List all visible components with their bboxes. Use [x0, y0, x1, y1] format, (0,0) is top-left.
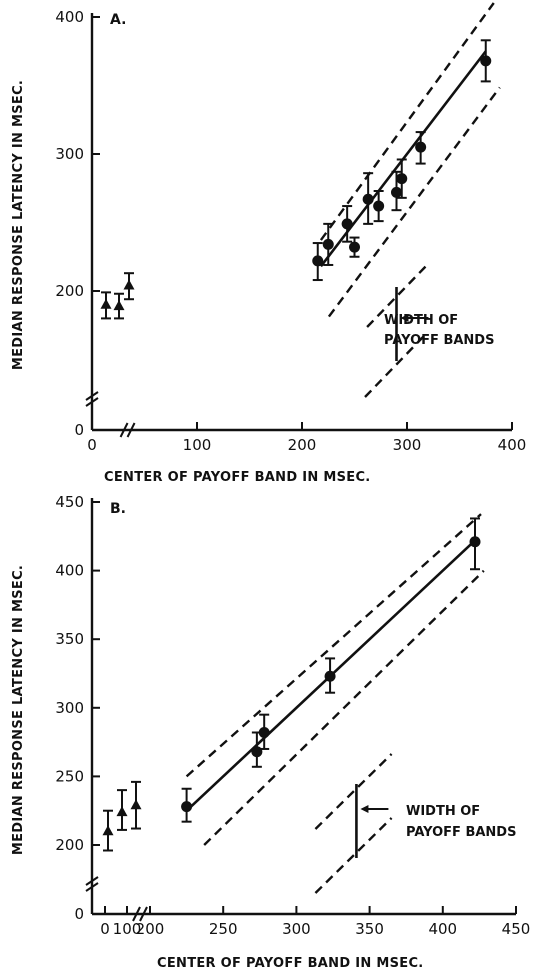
panel-a-data-point [396, 173, 408, 185]
panel-b-x-break-b [139, 906, 148, 922]
panel-a-ytick-label: 400 [55, 8, 84, 26]
panel-b-y-break-a [85, 876, 99, 886]
panel-b-ytick-label: 400 [55, 562, 84, 580]
panel-a-control-point [113, 300, 125, 311]
panel-b-x-break-a [132, 906, 141, 922]
panel-b-band-lower [203, 569, 485, 846]
panel-b-arrow-head [360, 805, 369, 813]
panel-a-xtick-label: 200 [288, 436, 317, 454]
panel-a-data-point [349, 241, 360, 253]
panel-a-x-break-b [126, 422, 136, 438]
panel-b-ytick-label: 300 [55, 699, 84, 717]
panel-a-data-point [312, 255, 324, 267]
panel-a-annotation-line-2: PAYOFF BANDS [384, 333, 494, 348]
panel-b: B. MEDIAN RESPONSE LATENCY IN MSEC. CENT… [11, 493, 530, 971]
panel-a-band-lower [327, 86, 501, 318]
panel-b-xtick-label: 400 [428, 920, 457, 938]
panel-b-xtick-label: 250 [209, 920, 238, 938]
panel-b-xlabel: CENTER OF PAYOFF BAND IN MSEC. [157, 956, 424, 971]
panel-b-xtick-label: 200 [136, 920, 165, 938]
panel-a-annotation-line-1: WIDTH OF [384, 313, 458, 328]
panel-a-band-upper [319, 2, 495, 241]
panel-b-ytick-label: 250 [55, 767, 84, 785]
panel-b-y-break-b [85, 882, 99, 892]
panel-a-xlabel: CENTER OF PAYOFF BAND IN MSEC. [104, 470, 371, 485]
panel-a-xtick-label: 100 [183, 436, 212, 454]
panel-b-example-band-upper [314, 753, 393, 830]
panel-b-annotation-line-2: PAYOFF BANDS [406, 825, 516, 840]
panel-a-data-point [415, 141, 427, 153]
panel-b-xtick-label: 350 [355, 920, 384, 938]
panel-b-band-upper [185, 513, 482, 778]
panel-b-annotation-line-1: WIDTH OF [406, 804, 480, 819]
panel-b-data-point [181, 801, 193, 813]
panel-a-band-width-annotation: WIDTH OF PAYOFF BANDS [384, 313, 494, 348]
panel-b-label: B. [110, 501, 126, 517]
panel-a-ytick-label: 0 [74, 421, 84, 439]
panel-a-y-break-b [85, 397, 99, 407]
panel-a-xtick-label: 0 [87, 436, 97, 454]
panel-b-xtick-label: 300 [282, 920, 311, 938]
panel-b-control-point [102, 825, 114, 836]
panel-a-x-break-a [119, 422, 129, 438]
panel-a-control-point [123, 279, 135, 290]
panel-b-ytick-label: 450 [55, 493, 84, 511]
panel-a: A. MEDIAN RESPONSE LATENCY IN MSEC. CENT… [11, 2, 527, 485]
panel-b-ytick-label: 200 [55, 836, 84, 854]
panel-a-xtick-label: 300 [393, 436, 422, 454]
panel-b-band-width-annotation: WIDTH OF PAYOFF BANDS [406, 804, 516, 840]
panel-b-xtick-label: 450 [502, 920, 531, 938]
panel-a-control-point [100, 298, 112, 309]
panel-a-data-point [341, 218, 353, 230]
panel-b-xtick-label: 0 [100, 920, 110, 938]
panel-b-data-point [251, 746, 263, 758]
panel-b-example-band-lower [314, 817, 393, 894]
panel-b-control-point [130, 799, 142, 810]
panel-b-ytick-label: 350 [55, 630, 84, 648]
panel-b-ylabel: MEDIAN RESPONSE LATENCY IN MSEC. [11, 565, 26, 855]
panel-a-label: A. [110, 12, 126, 28]
panel-a-y-break-a [85, 391, 99, 401]
panel-a-ytick-label: 300 [55, 145, 84, 163]
panel-b-data-point [258, 726, 270, 738]
panel-b-data-point [469, 536, 481, 548]
panel-a-ytick-label: 200 [55, 282, 84, 300]
panel-a-data-point [373, 200, 385, 212]
panel-a-xtick-label: 400 [498, 436, 527, 454]
panel-a-data-point [480, 55, 492, 67]
panel-a-ylabel: MEDIAN RESPONSE LATENCY IN MSEC. [11, 80, 26, 370]
panel-b-xtick-label: 100 [113, 920, 142, 938]
panel-b-control-point [116, 806, 128, 817]
panel-a-data-point [391, 186, 402, 198]
panel-b-data-point [324, 670, 336, 682]
panel-a-arrow-head [400, 314, 409, 322]
panel-b-ytick-label: 0 [74, 905, 84, 923]
panel-a-data-point [362, 193, 374, 205]
panel-a-data-point [322, 238, 334, 250]
